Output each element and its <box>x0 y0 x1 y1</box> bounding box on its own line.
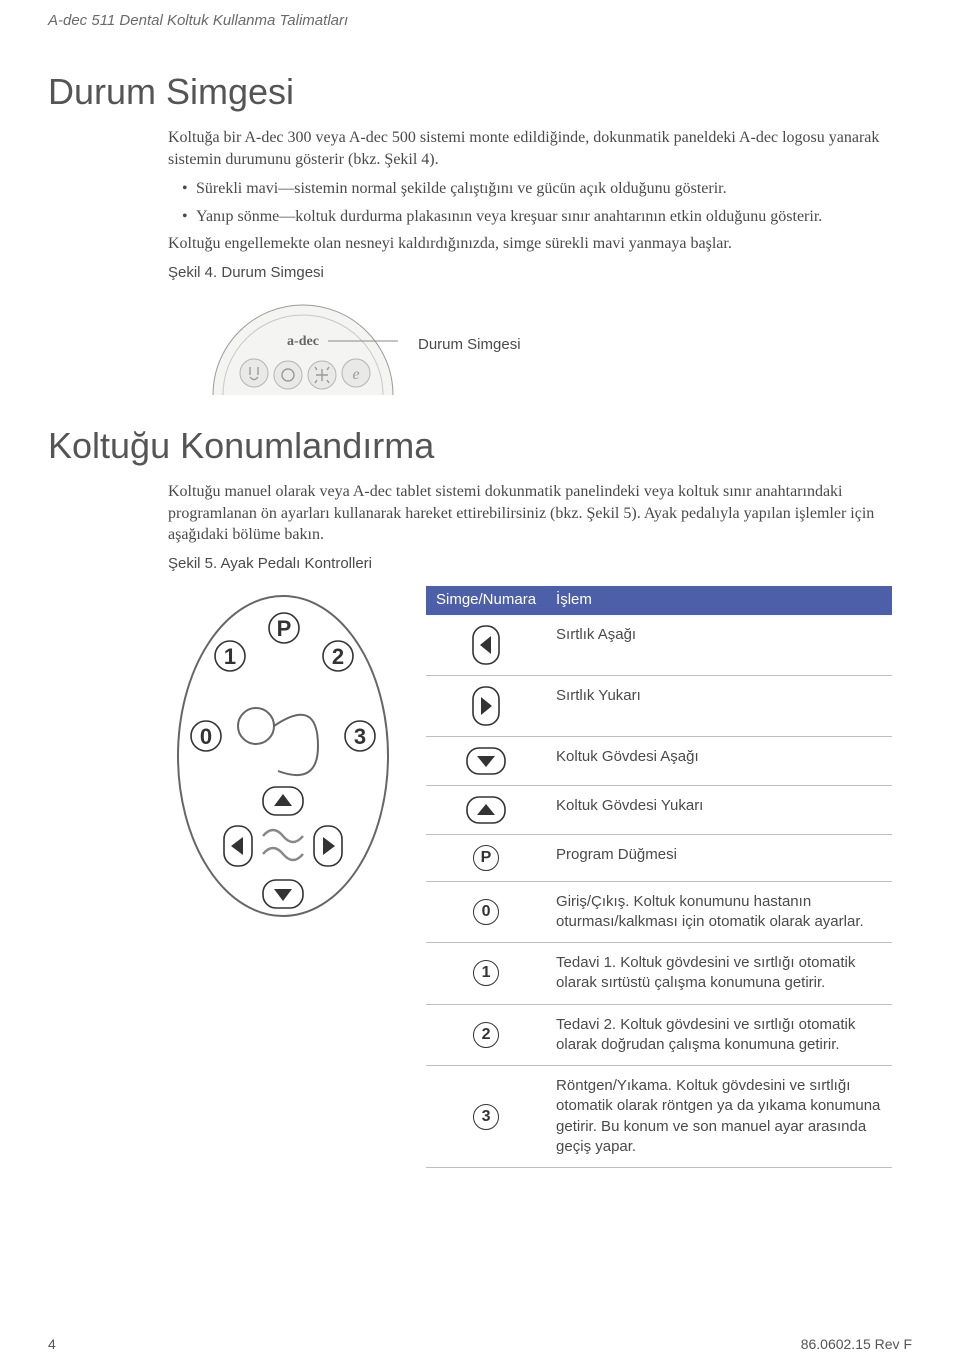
table-label: Koltuk Gövdesi Aşağı <box>546 736 892 785</box>
section1-note: Koltuğu engellemekte olan nesneyi kaldır… <box>168 233 892 255</box>
table-row: Sırtlık Yukarı <box>426 675 892 736</box>
svg-text:a-dec: a-dec <box>287 334 319 349</box>
figure4-panel: a-dec e Durum Simgesi <box>208 295 892 395</box>
table-row: 3 Röntgen/Yıkama. Koltuk gövdesini ve sı… <box>426 1066 892 1168</box>
pedal-p: P <box>277 616 292 641</box>
table-row: 0 Giriş/Çıkış. Koltuk konumunu hastanın … <box>426 881 892 943</box>
symbol-1-icon: 1 <box>473 960 499 986</box>
symbol-p-icon: P <box>473 845 499 871</box>
doc-header-title: A-dec 511 Dental Koltuk Kullanma Talimat… <box>48 12 912 29</box>
figure4-caption: Şekil 4. Durum Simgesi <box>168 263 892 283</box>
pedal-1: 1 <box>224 644 236 669</box>
table-label: Giriş/Çıkış. Koltuk konumunu hastanın ot… <box>546 881 892 943</box>
foot-pedal-icon: P 1 2 0 3 <box>168 586 398 926</box>
table-row: P Program Düğmesi <box>426 834 892 881</box>
section1-bullet-2: Yanıp sönme—koltuk durdurma plakasının v… <box>182 206 892 228</box>
table-label: Sırtlık Yukarı <box>546 675 892 736</box>
page-number: 4 <box>48 1336 56 1352</box>
doc-revision: 86.0602.15 Rev F <box>801 1336 912 1352</box>
pedal-3: 3 <box>354 724 366 749</box>
figure5-caption: Şekil 5. Ayak Pedalı Kontrolleri <box>168 554 892 574</box>
table-row: 1 Tedavi 1. Koltuk gövdesini ve sırtlığı… <box>426 943 892 1005</box>
svg-text:e: e <box>352 366 359 383</box>
table-label: Sırtlık Aşağı <box>546 615 892 676</box>
table-label: Tedavi 1. Koltuk gövdesini ve sırtlığı o… <box>546 943 892 1005</box>
table-row: Koltuk Gövdesi Yukarı <box>426 785 892 834</box>
section1-bullet-1: Sürekli mavi—sistemin normal şekilde çal… <box>182 178 892 200</box>
section1-intro: Koltuğa bir A-dec 300 veya A-dec 500 sis… <box>168 127 892 170</box>
section-heading-durum: Durum Simgesi <box>48 71 912 113</box>
figure4-callout: Durum Simgesi <box>418 335 521 355</box>
section2-intro: Koltuğu manuel olarak veya A-dec tablet … <box>168 481 892 546</box>
table-label: Tedavi 2. Koltuk gövdesini ve sırtlığı o… <box>546 1004 892 1066</box>
section-heading-konumlandirma: Koltuğu Konumlandırma <box>48 425 912 467</box>
table-row: Koltuk Gövdesi Aşağı <box>426 736 892 785</box>
arrow-down-icon <box>466 747 506 775</box>
table-label: Röntgen/Yıkama. Koltuk gövdesini ve sırt… <box>546 1066 892 1168</box>
symbol-0-icon: 0 <box>473 899 499 925</box>
arrow-right-icon <box>472 686 500 726</box>
pedal-2: 2 <box>332 644 344 669</box>
arrow-up-icon <box>466 796 506 824</box>
symbol-3-icon: 3 <box>473 1104 499 1130</box>
table-col-simge: Simge/Numara <box>426 586 546 614</box>
arrow-left-icon <box>472 625 500 665</box>
table-label: Koltuk Gövdesi Yukarı <box>546 785 892 834</box>
table-row: 2 Tedavi 2. Koltuk gövdesini ve sırtlığı… <box>426 1004 892 1066</box>
table-col-islem: İşlem <box>546 586 892 614</box>
pedal-0: 0 <box>200 724 212 749</box>
symbol-2-icon: 2 <box>473 1022 499 1048</box>
table-row: Sırtlık Aşağı <box>426 615 892 676</box>
controls-table: Simge/Numara İşlem Sırtlık Aşağı Sırtlık… <box>426 586 892 1168</box>
table-label: Program Düğmesi <box>546 834 892 881</box>
touchpad-icon: a-dec e <box>208 295 398 395</box>
